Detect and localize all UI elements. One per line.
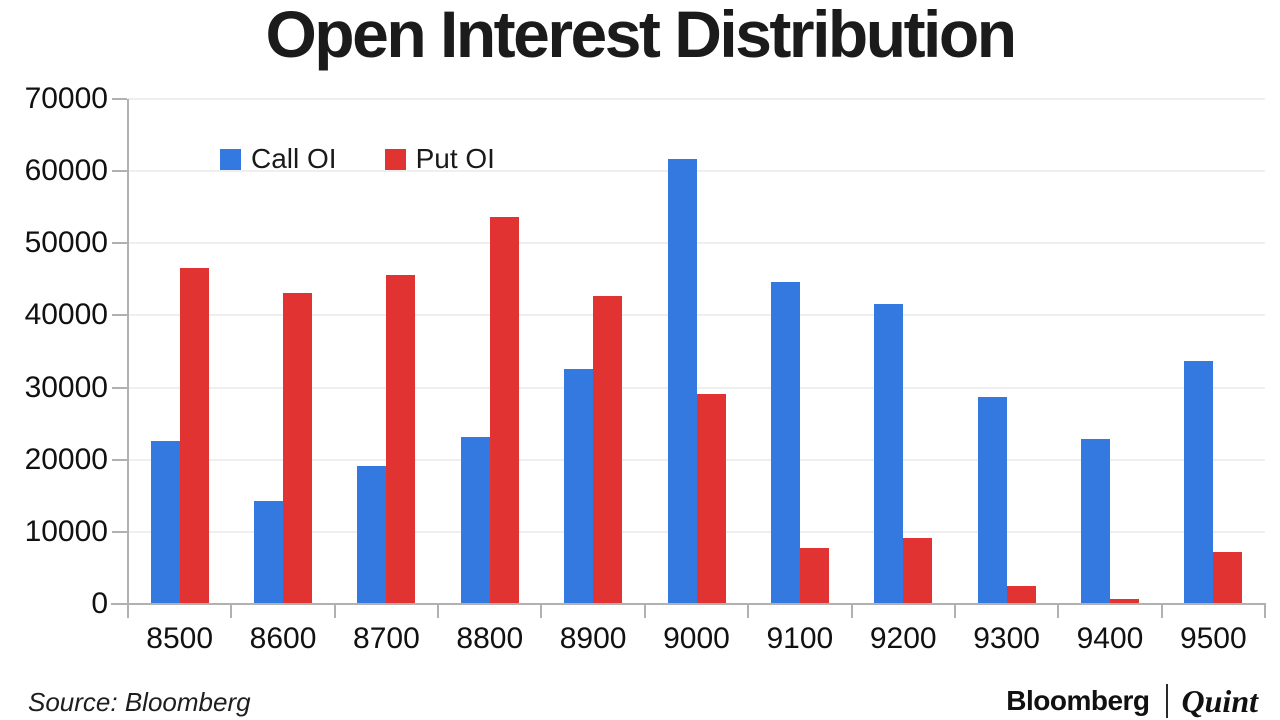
legend-put-label: Put OI — [415, 143, 495, 174]
y-tick-30000 — [112, 386, 127, 389]
bar-put-9000 — [696, 394, 726, 603]
x-tick-3 — [437, 605, 440, 618]
bar-call-8500 — [150, 441, 180, 603]
bar-call-9200 — [874, 304, 904, 603]
gridline-30000 — [128, 386, 1265, 389]
x-tick-0 — [127, 605, 129, 618]
bar-call-9000 — [667, 159, 697, 603]
legend: Call OI Put OI — [220, 143, 495, 175]
y-label-10000: 10000 — [24, 514, 108, 548]
y-tick-20000 — [112, 458, 127, 461]
gridline-60000 — [128, 170, 1265, 173]
x-tick-9 — [1057, 605, 1060, 618]
quint-wordmark: Quint — [1181, 682, 1258, 719]
x-label-8900: 8900 — [559, 622, 627, 655]
x-tick-1 — [230, 605, 233, 618]
x-label-9000: 9000 — [663, 622, 730, 655]
y-tick-70000 — [112, 98, 127, 100]
y-label-40000: 40000 — [24, 298, 108, 332]
source-note: Source: Bloomberg — [28, 687, 251, 717]
bar-put-8600 — [283, 293, 313, 603]
legend-call-label: Call OI — [251, 143, 337, 174]
x-label-8600: 8600 — [249, 622, 317, 655]
bar-call-8700 — [357, 466, 387, 603]
x-label-8500: 8500 — [146, 622, 214, 655]
x-label-9400: 9400 — [1076, 622, 1144, 655]
bar-call-9100 — [770, 282, 800, 603]
bar-put-9400 — [1109, 599, 1139, 603]
bar-call-8800 — [460, 437, 490, 603]
bar-put-8800 — [489, 217, 519, 603]
plot-area — [128, 98, 1265, 604]
y-tick-60000 — [112, 170, 127, 173]
x-label-8800: 8800 — [456, 622, 524, 655]
bar-call-8900 — [564, 369, 594, 603]
y-tick-50000 — [112, 242, 127, 245]
bar-put-9500 — [1213, 552, 1243, 603]
legend-call-swatch — [220, 148, 241, 170]
x-label-8700: 8700 — [353, 622, 420, 655]
x-tick-6 — [747, 605, 750, 618]
chart-title: Open Interest Distribution — [265, 0, 1017, 71]
bar-put-8900 — [593, 296, 623, 603]
x-tick-10 — [1160, 605, 1163, 618]
y-tick-0 — [112, 603, 127, 605]
y-label-50000: 50000 — [24, 226, 108, 260]
x-tick-11 — [1264, 605, 1266, 618]
gridline-50000 — [128, 242, 1265, 245]
y-tick-10000 — [112, 530, 127, 533]
bar-put-9300 — [1006, 586, 1036, 603]
x-label-9200: 9200 — [869, 622, 937, 655]
x-axis-line — [111, 603, 1266, 605]
bloomberg-wordmark: Bloomberg — [1006, 685, 1150, 716]
brand-logo: Bloomberg Quint — [1006, 682, 1262, 719]
bar-call-8600 — [254, 501, 284, 603]
bar-put-9100 — [799, 548, 829, 603]
x-label-9300: 9300 — [973, 622, 1040, 655]
y-label-70000: 70000 — [24, 82, 108, 115]
x-tick-7 — [850, 605, 853, 618]
bar-put-9200 — [903, 538, 933, 603]
bar-call-9500 — [1184, 361, 1214, 603]
x-label-9500: 9500 — [1179, 622, 1247, 655]
y-axis-line — [127, 99, 129, 616]
x-label-9100: 9100 — [766, 622, 834, 655]
y-label-30000: 30000 — [24, 370, 108, 404]
bar-put-8700 — [386, 275, 416, 603]
x-tick-5 — [643, 605, 646, 618]
bar-call-9300 — [977, 397, 1007, 603]
gridline-70000 — [128, 98, 1265, 101]
x-tick-2 — [333, 605, 336, 618]
y-label-0: 0 — [91, 587, 108, 620]
x-tick-4 — [540, 605, 543, 618]
bar-call-9400 — [1080, 439, 1110, 603]
bar-put-8500 — [179, 268, 209, 603]
gridline-40000 — [128, 314, 1265, 317]
y-tick-40000 — [112, 314, 127, 317]
x-tick-8 — [953, 605, 956, 618]
brand-separator — [1165, 684, 1168, 718]
y-label-60000: 60000 — [24, 154, 108, 188]
y-label-20000: 20000 — [24, 442, 108, 476]
legend-put-swatch — [384, 148, 406, 170]
